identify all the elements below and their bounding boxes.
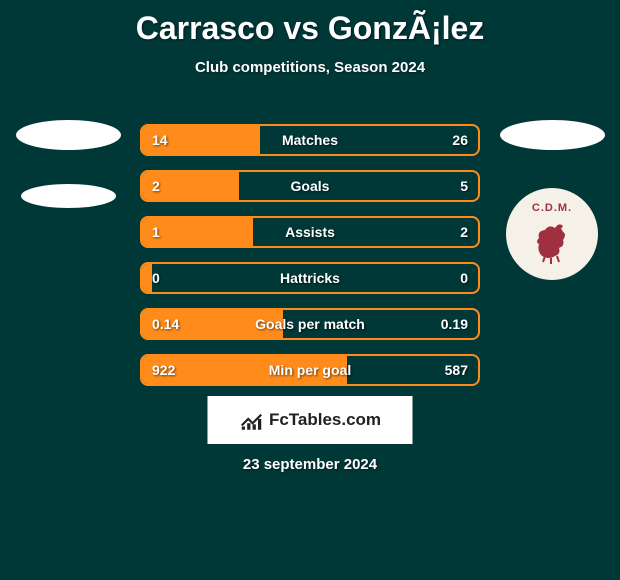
rooster-icon	[527, 216, 577, 266]
stat-right-value: 26	[452, 132, 468, 148]
stat-right-value: 0.19	[441, 316, 468, 332]
stat-right-value: 0	[460, 270, 468, 286]
stat-row: 14Matches26	[140, 124, 480, 156]
left-club-badge-2	[21, 184, 116, 208]
stat-right-value: 2	[460, 224, 468, 240]
stat-label: Assists	[142, 224, 478, 240]
subtitle: Club competitions, Season 2024	[0, 59, 620, 76]
stat-row: 0Hattricks0	[140, 262, 480, 294]
stat-right-value: 587	[445, 362, 468, 378]
left-club-badge-1	[16, 120, 121, 150]
stat-row: 922Min per goal587	[140, 354, 480, 386]
stat-row: 1Assists2	[140, 216, 480, 248]
stat-label: Hattricks	[142, 270, 478, 286]
stat-label: Goals per match	[142, 316, 478, 332]
badge-initials: C.D.M.	[532, 202, 572, 214]
right-club-badge-2: C.D.M.	[506, 188, 598, 280]
stat-label: Goals	[142, 178, 478, 194]
stat-label: Matches	[142, 132, 478, 148]
stat-row: 0.14Goals per match0.19	[140, 308, 480, 340]
stats-table: 14Matches262Goals51Assists20Hattricks00.…	[140, 124, 480, 386]
comparison-infographic: Carrasco vs GonzÃ¡lez Club competitions,…	[0, 0, 620, 580]
brand-text: FcTables.com	[269, 410, 381, 430]
stat-label: Min per goal	[142, 362, 478, 378]
page-title: Carrasco vs GonzÃ¡lez	[0, 0, 620, 47]
stat-row: 2Goals5	[140, 170, 480, 202]
chart-icon	[239, 407, 265, 433]
brand-badge: FcTables.com	[208, 396, 413, 444]
stat-right-value: 5	[460, 178, 468, 194]
right-player-badges: C.D.M.	[492, 120, 612, 280]
footer-date: 23 september 2024	[0, 456, 620, 473]
left-player-badges	[8, 120, 128, 280]
right-club-badge-1	[500, 120, 605, 150]
